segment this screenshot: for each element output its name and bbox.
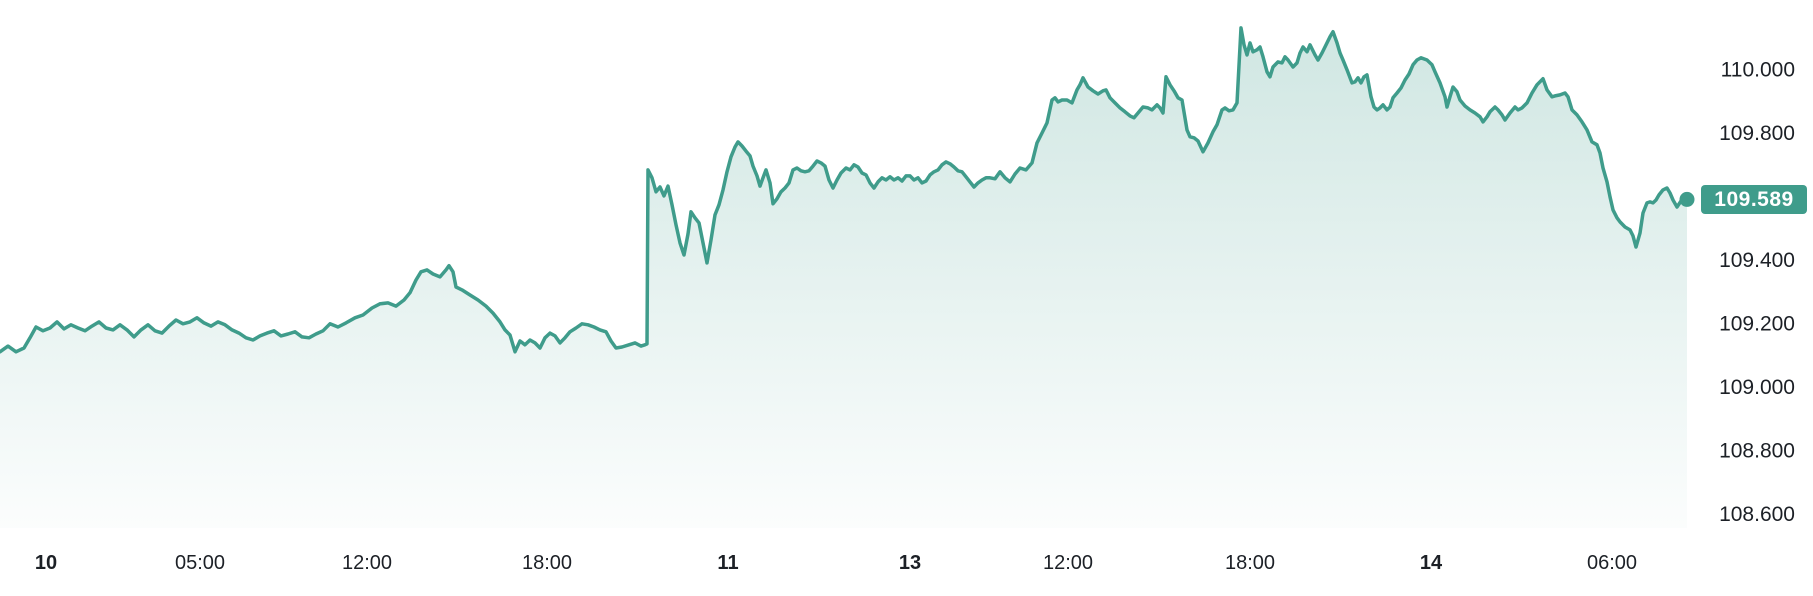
x-axis-time-label: 06:00 — [1587, 552, 1637, 574]
x-axis-day-label: 13 — [899, 552, 921, 574]
price-axis[interactable]: 110.000 109.800 109.400 109.200 109.000 108.8… — [1719, 58, 1795, 526]
x-axis-time-label: 12:00 — [1043, 552, 1093, 574]
x-axis-time-label: 05:00 — [175, 552, 225, 574]
area-fill — [0, 27, 1687, 529]
y-axis-tick-label: 109.800 — [1719, 122, 1795, 145]
time-axis[interactable]: 10 05:00 12:00 18:00 11 13 12:00 18:00 14 06:00 — [35, 552, 1637, 574]
y-axis-tick-label: 108.800 — [1719, 439, 1795, 462]
x-axis-day-label: 10 — [35, 552, 57, 574]
x-axis-day-label: 14 — [1420, 552, 1443, 574]
x-axis-time-label: 12:00 — [342, 552, 392, 574]
price-line[interactable] — [0, 26, 1689, 354]
y-axis-tick-label: 109.400 — [1719, 249, 1795, 272]
last-price-badge: 109.589 — [1701, 185, 1807, 214]
x-axis-time-label: 18:00 — [1225, 552, 1275, 574]
y-axis-tick-label: 110.000 — [1721, 58, 1795, 81]
last-price-value: 109.589 — [1714, 187, 1794, 211]
y-axis-tick-label: 109.200 — [1719, 312, 1795, 335]
last-price-dot — [1679, 191, 1695, 207]
x-axis-time-label: 18:00 — [522, 552, 572, 574]
y-axis-tick-label: 108.600 — [1719, 503, 1795, 526]
x-axis-day-label: 11 — [717, 552, 738, 574]
y-axis-tick-label: 109.000 — [1719, 376, 1795, 399]
